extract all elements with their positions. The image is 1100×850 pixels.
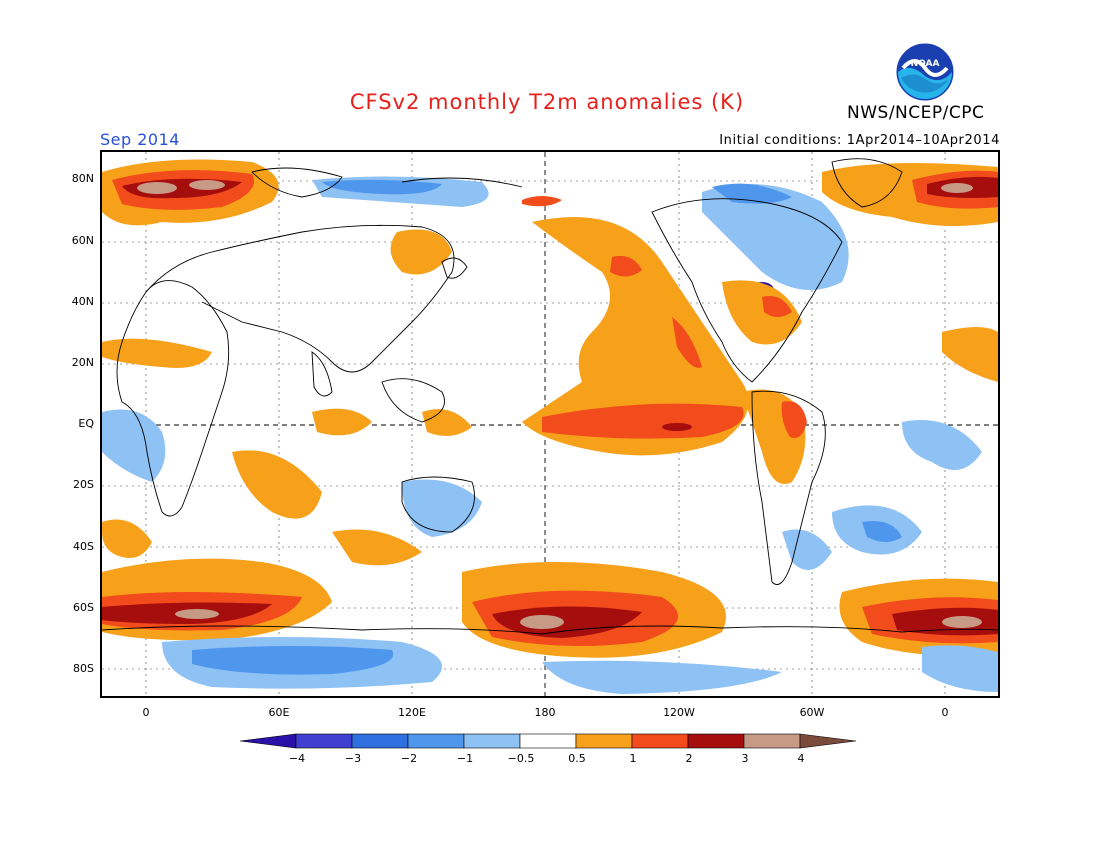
lon-label: 60E	[268, 706, 290, 719]
colorbar-segment	[631, 733, 689, 749]
anomaly-map	[100, 150, 1000, 698]
colorbar-label-p2: 2	[685, 752, 693, 765]
lat-label: 60S	[73, 601, 94, 614]
colorbar-segment	[240, 733, 297, 749]
colorbar-segment	[295, 733, 353, 749]
lon-label: 180	[534, 706, 556, 719]
lat-label: 40S	[73, 540, 94, 553]
colorbar-segment	[687, 733, 745, 749]
colorbar-segment	[799, 733, 857, 749]
lon-label: 120W	[663, 706, 695, 719]
lon-label: 0	[941, 706, 949, 719]
colorbar-label-m2: −2	[400, 752, 418, 765]
colorbar-label-p3: 3	[741, 752, 749, 765]
colorbar-label-m3: −3	[344, 752, 362, 765]
agency-label: NWS/NCEP/CPC	[847, 103, 985, 123]
lon-label: 120E	[398, 706, 426, 719]
colorbar-label-p05: 0.5	[568, 752, 586, 765]
forecast-month: Sep 2014	[100, 130, 180, 149]
lat-label: EQ	[78, 417, 94, 430]
colorbar-label-m05: −0.5	[507, 752, 535, 765]
lat-label: 20N	[71, 356, 94, 369]
lat-label: 20S	[73, 478, 94, 491]
lat-label: 80N	[71, 172, 94, 185]
colorbar-segment	[407, 733, 465, 749]
colorbar	[240, 733, 857, 749]
noaa-logo: NOAA	[895, 42, 955, 102]
lon-label: 60W	[799, 706, 825, 719]
colorbar-label-p1: 1	[629, 752, 637, 765]
lat-label: 80S	[73, 662, 94, 675]
colorbar-segment	[575, 733, 633, 749]
colorbar-segment	[743, 733, 801, 749]
colorbar-label-m4: −4	[288, 752, 306, 765]
lat-label: 60N	[71, 234, 94, 247]
colorbar-label-p4: 4	[797, 752, 805, 765]
colorbar-segment	[351, 733, 409, 749]
lat-label: 40N	[71, 295, 94, 308]
colorbar-segment	[463, 733, 521, 749]
svg-text:NOAA: NOAA	[911, 59, 940, 69]
initial-conditions: Initial conditions: 1Apr2014–10Apr2014	[719, 133, 1000, 148]
map-title: CFSv2 monthly T2m anomalies (K)	[349, 90, 745, 114]
colorbar-segment	[519, 733, 577, 749]
lon-label: 0	[142, 706, 150, 719]
colorbar-label-m1: −1	[456, 752, 474, 765]
